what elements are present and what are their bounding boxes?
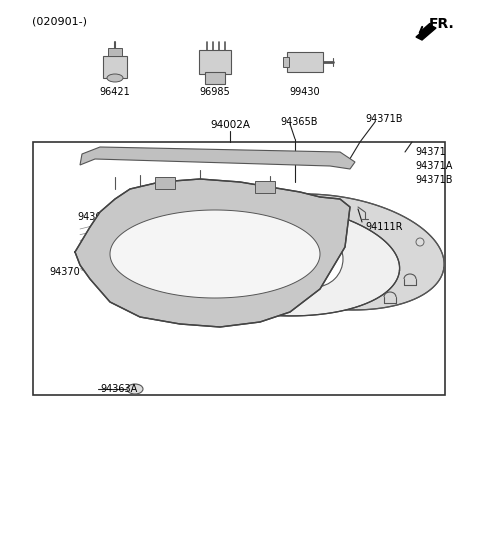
Circle shape — [225, 239, 265, 279]
Text: 94371
94371A
94371B: 94371 94371A 94371B — [415, 147, 453, 185]
Bar — [103, 56, 127, 78]
Text: FR.: FR. — [429, 17, 455, 31]
Circle shape — [370, 267, 380, 277]
Text: 94365B: 94365B — [280, 117, 317, 127]
Ellipse shape — [107, 74, 123, 82]
Polygon shape — [216, 194, 444, 310]
Circle shape — [287, 231, 343, 287]
Bar — [283, 57, 289, 67]
Circle shape — [296, 223, 304, 231]
Text: 99430: 99430 — [290, 87, 320, 97]
Circle shape — [203, 217, 287, 301]
Text: 94363A: 94363A — [100, 384, 137, 394]
Text: 94370: 94370 — [49, 267, 80, 277]
Text: (020901-): (020901-) — [32, 17, 87, 27]
Polygon shape — [80, 147, 355, 169]
Circle shape — [355, 242, 365, 252]
Circle shape — [416, 238, 424, 246]
Circle shape — [261, 225, 269, 233]
Ellipse shape — [127, 384, 143, 394]
Polygon shape — [141, 202, 399, 316]
Text: 96421: 96421 — [100, 87, 131, 97]
Bar — [155, 177, 175, 189]
Bar — [287, 52, 323, 72]
Text: 94111R: 94111R — [365, 222, 403, 232]
Polygon shape — [416, 25, 436, 40]
Bar — [108, 48, 122, 56]
Circle shape — [345, 222, 355, 232]
Circle shape — [221, 225, 229, 233]
Polygon shape — [75, 179, 350, 327]
Circle shape — [305, 262, 315, 272]
Circle shape — [285, 227, 295, 237]
Text: 94360B: 94360B — [78, 212, 115, 222]
Text: 96985: 96985 — [200, 87, 230, 97]
Bar — [33, 142, 445, 395]
Bar — [205, 72, 225, 84]
Text: 94002A: 94002A — [210, 120, 250, 130]
Bar — [199, 50, 231, 74]
Polygon shape — [110, 210, 320, 298]
Text: 94371B: 94371B — [365, 114, 403, 124]
Circle shape — [291, 273, 299, 281]
Circle shape — [236, 298, 244, 306]
Bar — [255, 181, 275, 193]
Bar — [315, 260, 370, 282]
